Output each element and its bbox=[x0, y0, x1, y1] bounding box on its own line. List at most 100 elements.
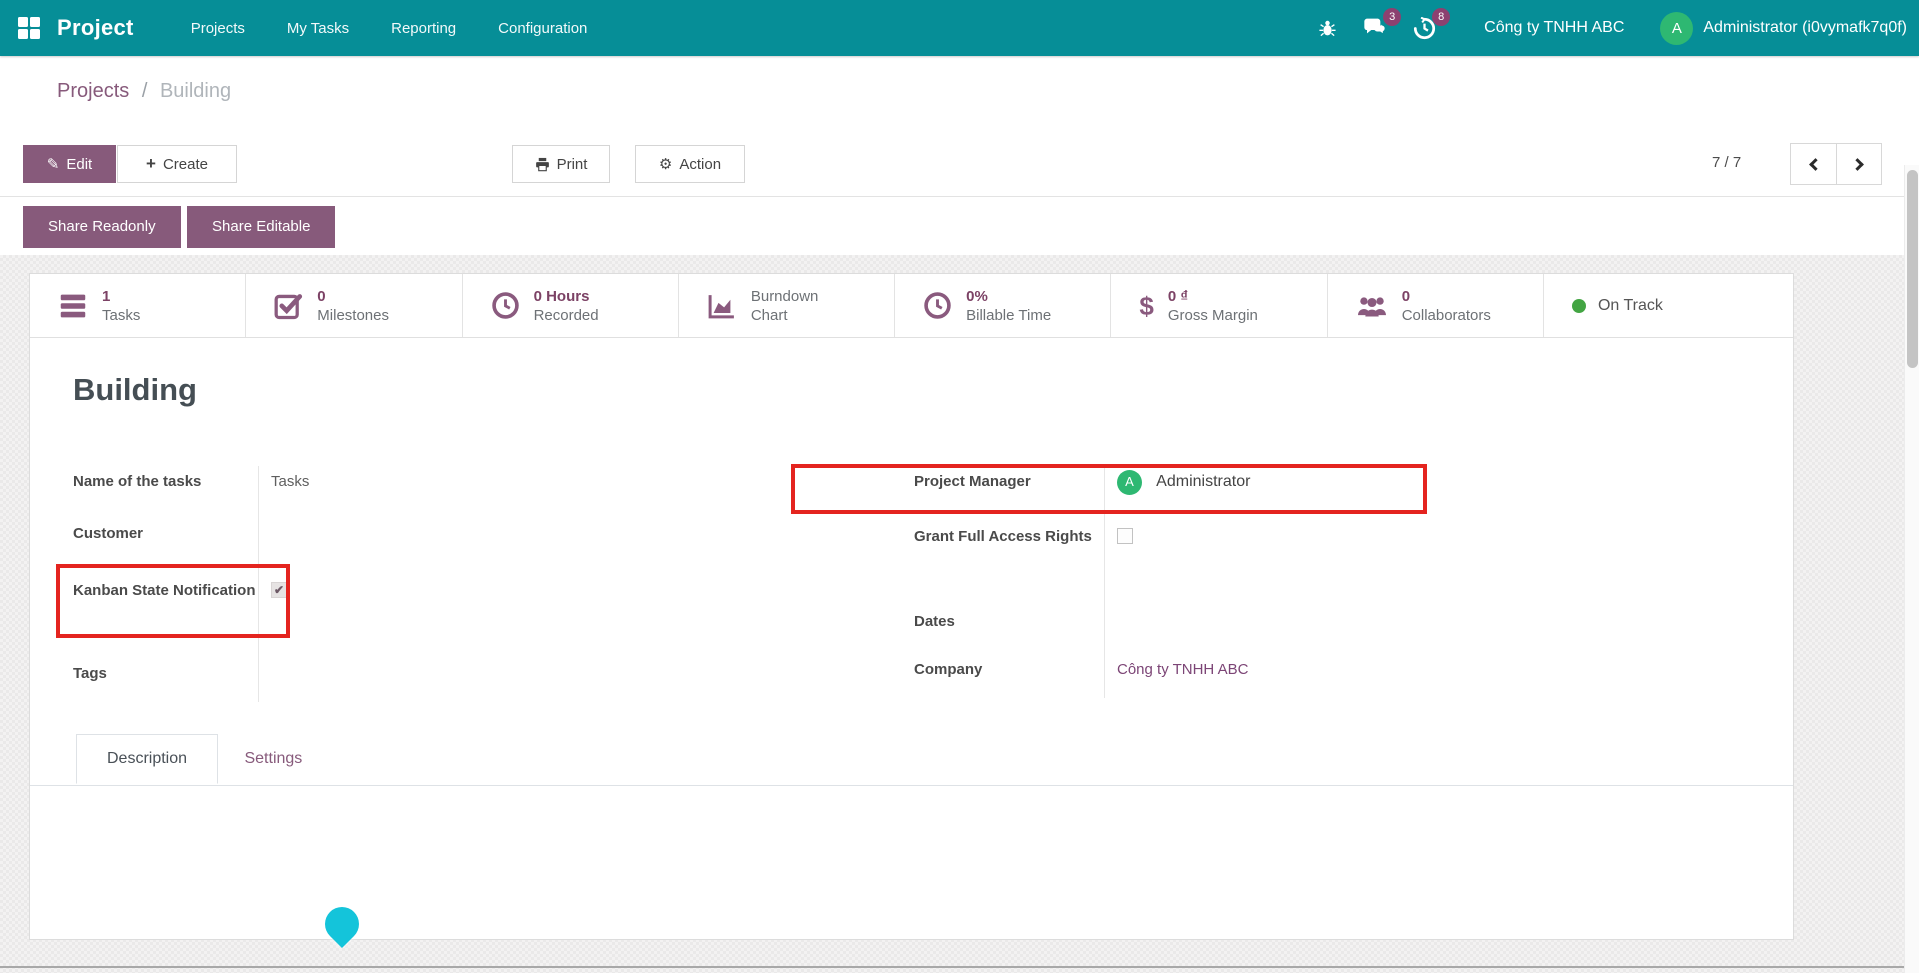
plus-icon: + bbox=[146, 154, 156, 173]
stat-button-row: 1 Tasks 0 Milestones 0 Hours Recorded bbox=[30, 274, 1793, 338]
pager-count: 7 / 7 bbox=[1712, 154, 1742, 171]
breadcrumb-separator: / bbox=[141, 80, 148, 102]
tab-description[interactable]: Description bbox=[76, 734, 219, 784]
field-name-of-tasks: Name of the tasks Tasks bbox=[73, 466, 914, 518]
field-customer: Customer bbox=[73, 518, 914, 574]
gear-icon: ⚙ bbox=[658, 156, 673, 173]
chevron-right-icon bbox=[1850, 157, 1864, 171]
control-panel-divider bbox=[0, 196, 1919, 197]
field-value: Tasks bbox=[258, 466, 914, 518]
apps-menu-icon[interactable] bbox=[18, 17, 40, 39]
printer-icon bbox=[535, 157, 550, 172]
company-link[interactable]: Công ty TNHH ABC bbox=[1117, 661, 1249, 678]
manager-name: Administrator bbox=[1156, 473, 1251, 491]
form-fields: Name of the tasks Tasks Customer Kanban … bbox=[73, 466, 1793, 702]
kanban-notification-checkbox[interactable]: ✔ bbox=[271, 582, 287, 598]
edit-button[interactable]: ✎ Edit bbox=[23, 145, 116, 183]
field-label: Kanban State Notification bbox=[73, 582, 256, 599]
field-value bbox=[1104, 520, 1674, 606]
company-switcher[interactable]: Công ty TNHH ABC bbox=[1484, 19, 1625, 36]
navbar-menus: Projects My Tasks Reporting Configuratio… bbox=[170, 1, 609, 56]
breadcrumb-current: Building bbox=[159, 80, 232, 102]
menu-my-tasks[interactable]: My Tasks bbox=[286, 19, 350, 37]
breadcrumb: Projects / Building bbox=[57, 80, 231, 103]
manager-avatar: A bbox=[1117, 469, 1142, 495]
tasks-icon bbox=[58, 292, 88, 320]
field-label: Grant Full Access Rights bbox=[914, 528, 1092, 545]
menu-reporting[interactable]: Reporting bbox=[391, 19, 457, 37]
activities-badge: 8 bbox=[1432, 7, 1451, 26]
pager bbox=[1790, 143, 1882, 185]
field-company: Company Công ty TNHH ABC bbox=[914, 654, 1674, 698]
on-track-label: On Track bbox=[1597, 296, 1663, 314]
create-button[interactable]: + Create bbox=[117, 145, 237, 183]
menu-configuration[interactable]: Configuration bbox=[498, 19, 588, 37]
stat-billable-time[interactable]: 0% Billable Time bbox=[895, 274, 1112, 337]
project-title: Building bbox=[73, 372, 197, 407]
navbar-right: 3 8 Công ty TNHH ABC A Administrator (i0… bbox=[1318, 0, 1919, 56]
pager-previous-button[interactable] bbox=[1791, 144, 1836, 184]
check-square-icon bbox=[274, 291, 303, 320]
form-right-column: Project Manager A Administrator Grant Fu… bbox=[914, 466, 1674, 702]
grant-access-checkbox[interactable] bbox=[1117, 528, 1133, 544]
stat-collaborators[interactable]: 0 Collaborators bbox=[1327, 274, 1544, 337]
field-grant-full-access: Grant Full Access Rights bbox=[914, 520, 1674, 606]
field-label: Company bbox=[914, 661, 983, 678]
area-chart-icon bbox=[707, 292, 737, 320]
form-sheet: 1 Tasks 0 Milestones 0 Hours Recorded bbox=[29, 273, 1794, 940]
stat-tasks[interactable]: 1 Tasks bbox=[30, 274, 247, 337]
share-editable-button[interactable]: Share Editable bbox=[187, 206, 336, 248]
field-label: Project Manager bbox=[914, 473, 1031, 490]
stat-burndown-chart[interactable]: Burndown Chart bbox=[678, 274, 896, 337]
stat-hours-recorded[interactable]: 0 Hours Recorded bbox=[462, 274, 679, 337]
control-buttons-row: ✎ Edit + Create Print ⚙ Action 7 / 7 bbox=[0, 143, 1919, 185]
field-project-manager: Project Manager A Administrator bbox=[914, 466, 1674, 520]
breadcrumb-projects[interactable]: Projects bbox=[57, 80, 130, 102]
print-button[interactable]: Print bbox=[512, 145, 610, 183]
bug-icon[interactable] bbox=[1318, 19, 1337, 38]
field-value: ✔ bbox=[258, 574, 914, 658]
field-tags: Tags bbox=[73, 658, 914, 702]
notebook: Description Settings bbox=[30, 734, 1793, 786]
avatar[interactable]: A bbox=[1660, 11, 1694, 45]
chevron-left-icon bbox=[1809, 157, 1822, 171]
clock-icon bbox=[491, 291, 520, 320]
scrollbar-thumb[interactable] bbox=[1907, 170, 1918, 368]
pencil-icon: ✎ bbox=[46, 156, 60, 173]
on-track-status-dot bbox=[1571, 298, 1586, 313]
users-icon bbox=[1356, 292, 1388, 320]
user-menu[interactable]: Administrator (i0vymafk7q0f) bbox=[1703, 19, 1907, 36]
form-left-column: Name of the tasks Tasks Customer Kanban … bbox=[73, 466, 914, 702]
share-readonly-button[interactable]: Share Readonly bbox=[23, 206, 181, 248]
app-name[interactable]: Project bbox=[57, 15, 134, 40]
menu-projects[interactable]: Projects bbox=[190, 19, 245, 37]
field-value bbox=[1104, 606, 1674, 654]
vertical-scrollbar[interactable] bbox=[1904, 165, 1919, 973]
field-label: Name of the tasks bbox=[73, 473, 202, 490]
dollar-icon: $ bbox=[1139, 290, 1154, 321]
messages-icon[interactable]: 3 bbox=[1363, 8, 1402, 39]
field-value: A Administrator bbox=[1104, 466, 1674, 520]
stat-gross-margin[interactable]: $ 0 ₫ Gross Margin bbox=[1111, 274, 1328, 337]
action-button[interactable]: ⚙ Action bbox=[635, 145, 745, 183]
field-dates: Dates bbox=[914, 606, 1674, 654]
share-buttons-row: Share Readonly Share Editable bbox=[0, 206, 336, 248]
pager-next-button[interactable] bbox=[1836, 144, 1881, 184]
bottom-edge-line bbox=[0, 966, 1919, 968]
field-label: Tags bbox=[73, 665, 107, 682]
activities-icon[interactable]: 8 bbox=[1413, 7, 1451, 40]
stat-on-track[interactable]: On Track bbox=[1543, 274, 1793, 337]
field-label: Dates bbox=[914, 613, 955, 630]
top-navbar: Project Projects My Tasks Reporting Conf… bbox=[0, 0, 1919, 56]
field-value bbox=[258, 658, 914, 702]
field-label: Customer bbox=[73, 525, 144, 542]
tab-settings[interactable]: Settings bbox=[244, 750, 303, 767]
field-kanban-state-notification: Kanban State Notification ✔ bbox=[73, 574, 914, 658]
field-value: Công ty TNHH ABC bbox=[1104, 654, 1674, 698]
notebook-divider bbox=[30, 785, 1793, 786]
stat-milestones[interactable]: 0 Milestones bbox=[246, 274, 463, 337]
clock-icon bbox=[923, 291, 952, 320]
messages-badge: 3 bbox=[1383, 8, 1402, 26]
field-value bbox=[258, 518, 914, 574]
